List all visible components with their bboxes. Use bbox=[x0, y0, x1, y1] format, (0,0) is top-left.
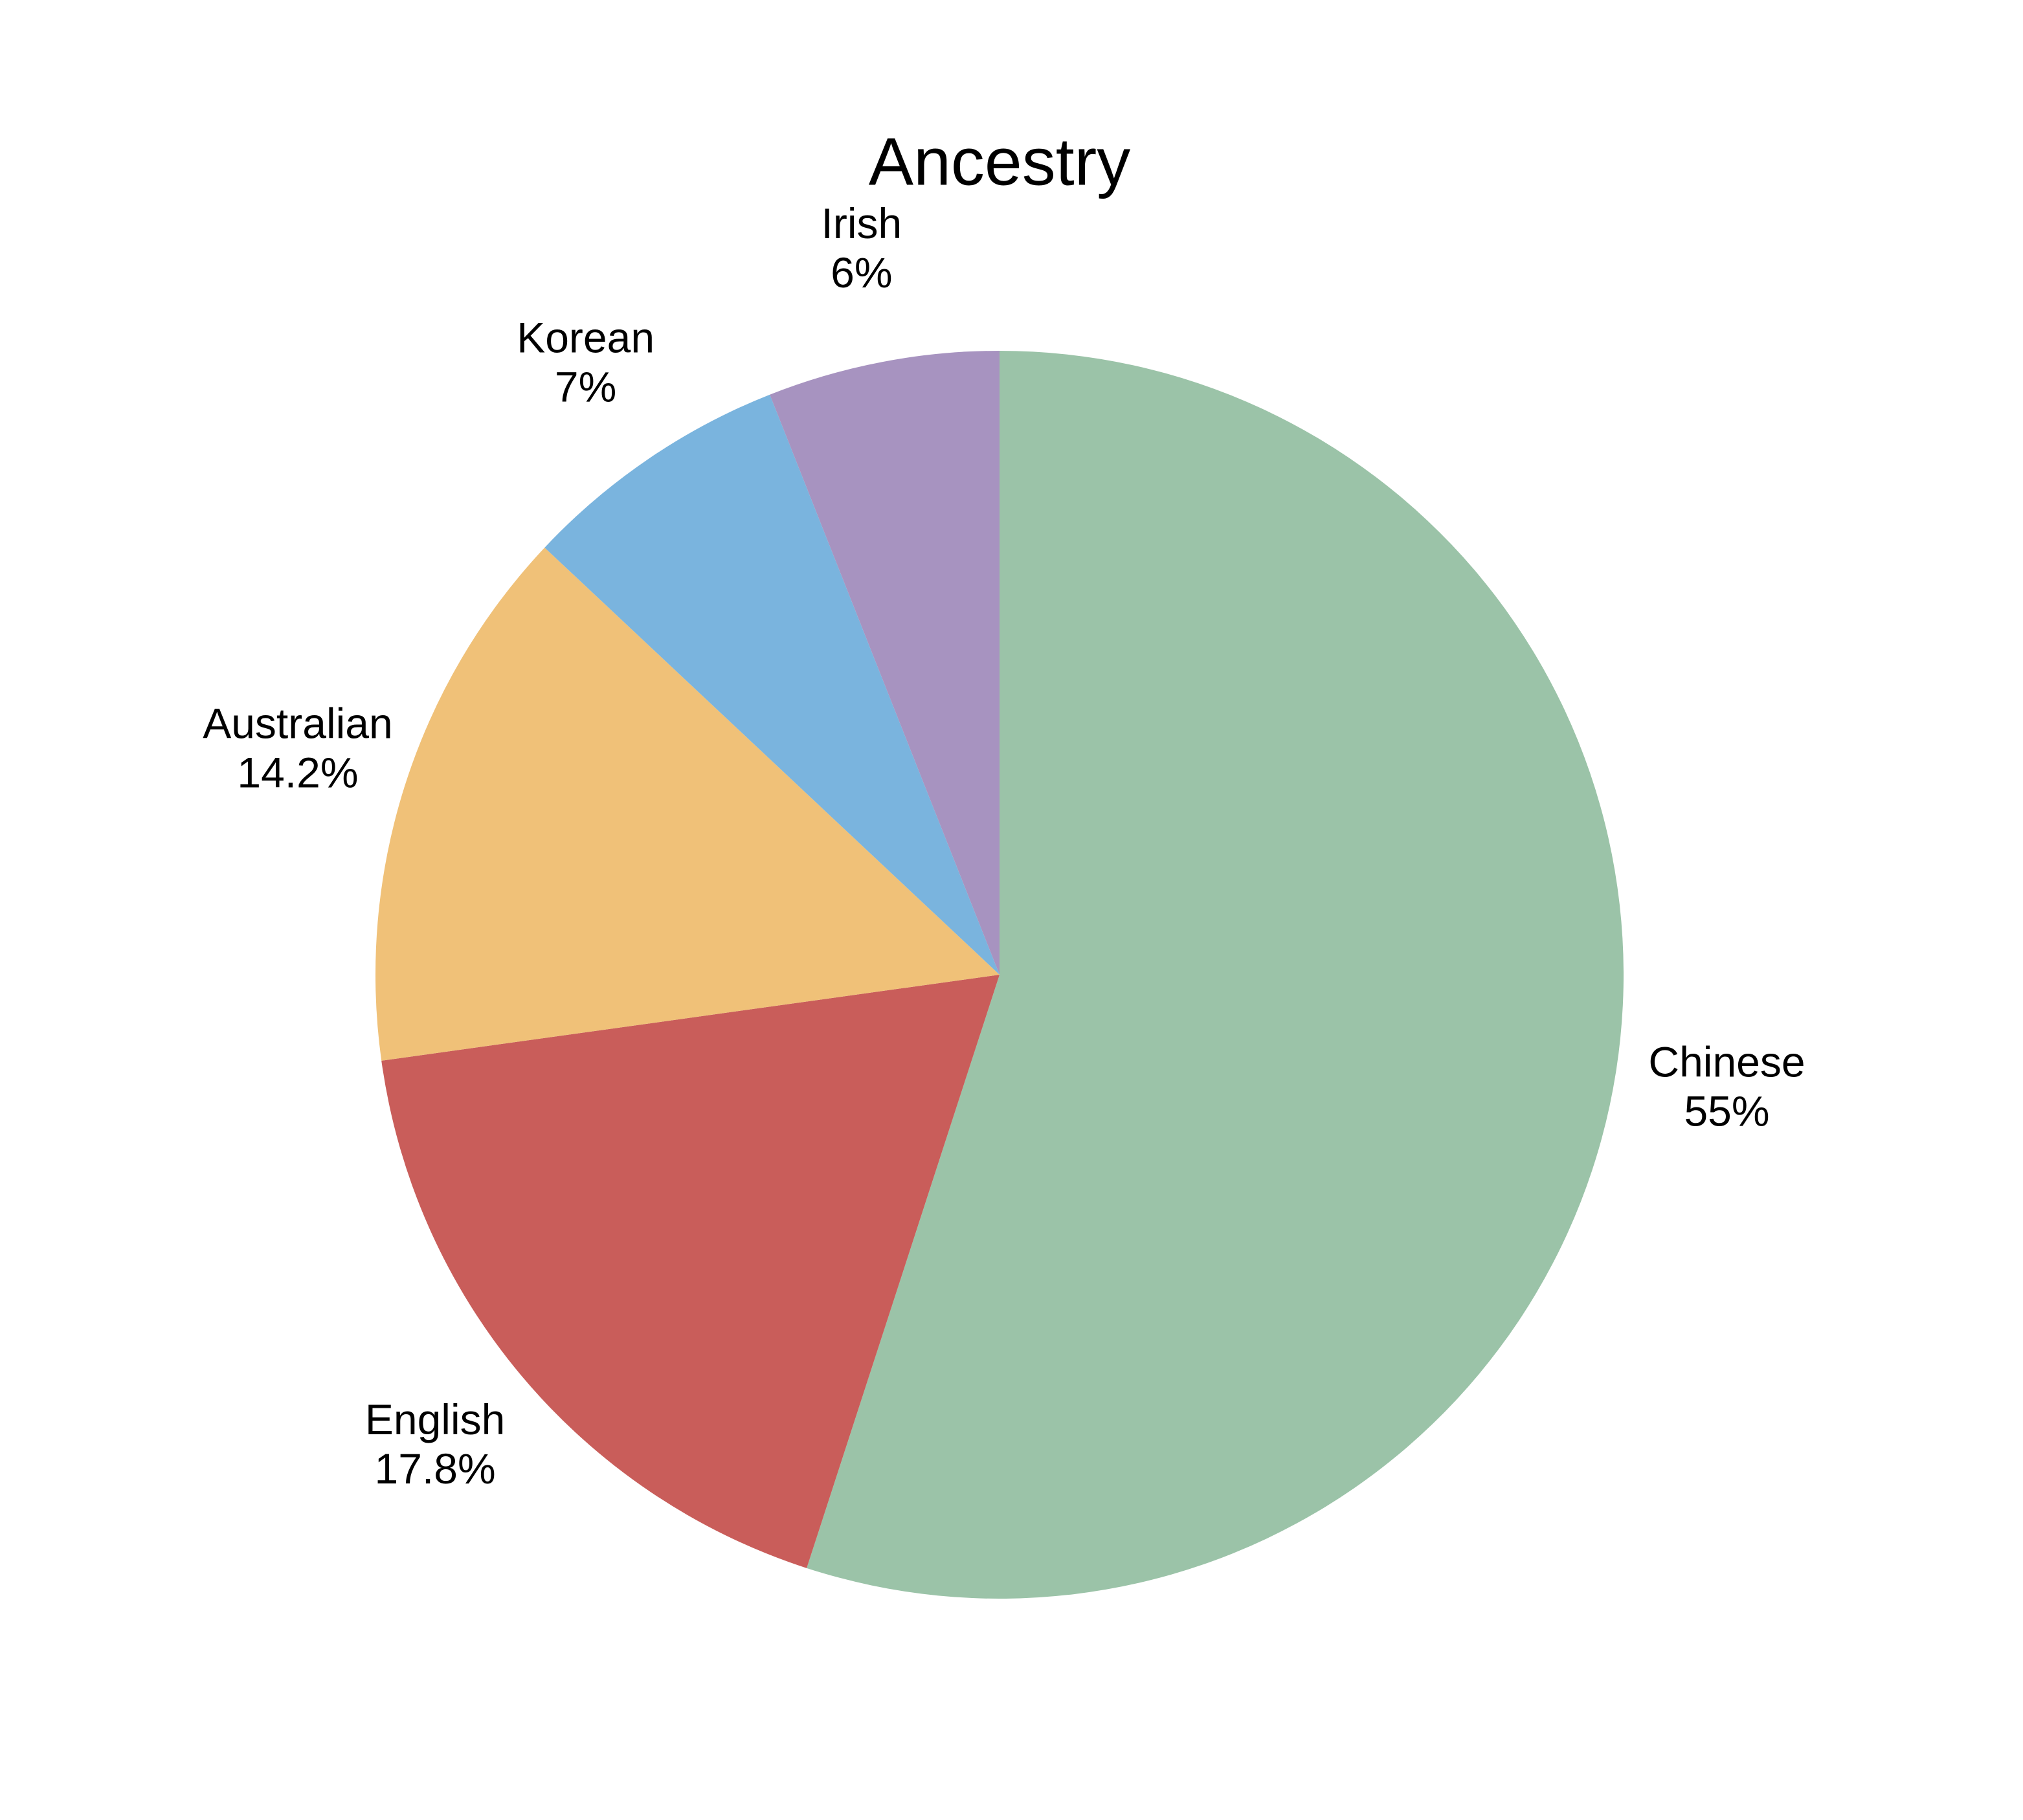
pie-slice bbox=[770, 351, 1000, 975]
slice-label: Korean bbox=[517, 314, 654, 362]
slice-value-label: 55% bbox=[1684, 1087, 1769, 1135]
slice-value-label: 14.2% bbox=[237, 749, 358, 797]
pie-slice bbox=[544, 394, 1000, 975]
slice-value-label: 6% bbox=[831, 249, 892, 296]
pie-slice bbox=[381, 975, 1000, 1568]
slice-value-label: 7% bbox=[555, 363, 616, 411]
slice-label: Irish bbox=[821, 199, 902, 247]
pie-slice bbox=[807, 351, 1624, 1599]
pie-slice bbox=[375, 548, 1000, 1061]
slice-value-label: 17.8% bbox=[375, 1445, 496, 1493]
slice-label: Chinese bbox=[1648, 1038, 1805, 1085]
slice-label: Australian bbox=[203, 700, 393, 748]
chart-title: Ancestry bbox=[869, 124, 1131, 199]
slice-label: English bbox=[365, 1395, 505, 1443]
